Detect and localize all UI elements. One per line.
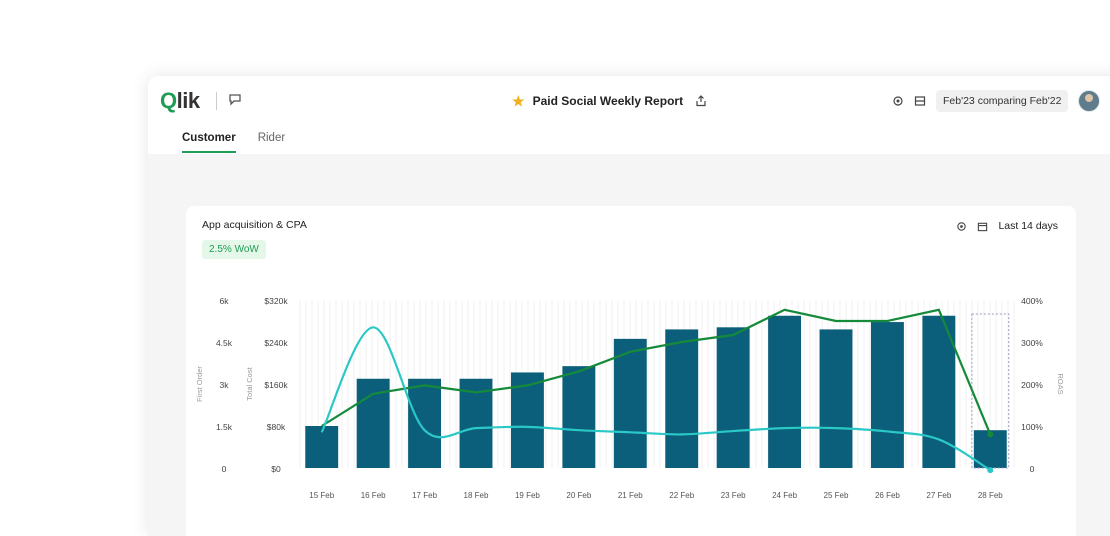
x-tick-label: 15 Feb (309, 491, 334, 500)
total-cost-tick: $320k (264, 296, 288, 306)
total-cost-tick: $240k (264, 338, 288, 348)
x-tick-label: 16 Feb (361, 491, 386, 500)
logo-rest: lik (176, 88, 200, 113)
total-cost-axis-title: Total Cost (245, 366, 254, 400)
settings-icon[interactable] (892, 95, 904, 107)
card-title: App acquisition & CPA (202, 219, 307, 231)
roas-tick: 100% (1021, 422, 1043, 432)
total-cost-tick: $0 (271, 464, 281, 474)
card-tools: Last 14 days (956, 220, 1058, 232)
bar (768, 315, 802, 468)
bar (922, 315, 956, 468)
roas-tick: 300% (1021, 338, 1043, 348)
bar (510, 372, 544, 468)
share-icon[interactable] (695, 95, 707, 107)
roas-tick: 200% (1021, 380, 1043, 390)
first-order-axis-title: First Order (195, 366, 204, 402)
bar (562, 366, 596, 468)
chat-icon[interactable] (228, 92, 242, 106)
x-tick-label: 23 Feb (721, 491, 746, 500)
tab-rider[interactable]: Rider (257, 132, 286, 144)
tab-bar: Customer Rider (182, 132, 285, 153)
x-tick-label: 28 Feb (978, 491, 1003, 500)
x-tick-label: 18 Feb (464, 491, 489, 500)
bar (305, 426, 339, 468)
x-tick-label: 21 Feb (618, 491, 643, 500)
x-tick-label: 24 Feb (772, 491, 797, 500)
x-tick-label: 17 Feb (412, 491, 437, 500)
bar (870, 322, 904, 468)
comparison-selector[interactable]: Feb'23 comparing Feb'22 (936, 90, 1069, 112)
roas-axis-title: ROAS (1056, 373, 1065, 394)
star-icon[interactable]: ★ (512, 92, 525, 109)
bar (613, 338, 647, 468)
bar (459, 378, 493, 468)
report-title-area: ★ Paid Social Weekly Report (512, 92, 707, 110)
x-tick-label: 20 Feb (566, 491, 591, 500)
right-toolbar: Feb'23 comparing Feb'22 (892, 90, 1101, 112)
user-avatar[interactable] (1078, 90, 1101, 112)
first-order-tick: 0 (222, 464, 227, 474)
acquisition-chart: 6k $320k 400% 4.5k $240k 300% 3k $160k 200% 1.5k $… (195, 296, 1065, 500)
settings-icon[interactable] (956, 221, 967, 232)
chart-card: App acquisition & CPA 2.5% WoW Last 14 d… (186, 206, 1076, 536)
report-title: Paid Social Weekly Report (532, 94, 684, 108)
x-tick-label: 26 Feb (875, 491, 900, 500)
series-line-roas (320, 326, 991, 472)
calendar-icon[interactable] (977, 221, 988, 232)
wow-badge: 2.5% WoW (202, 240, 266, 259)
date-range-label[interactable]: Last 14 days (998, 220, 1058, 232)
tab-customer[interactable]: Customer (182, 132, 236, 153)
bar (665, 329, 699, 468)
total-cost-tick: $80k (267, 422, 286, 432)
bar (716, 327, 750, 468)
x-tick-label: 25 Feb (824, 491, 849, 500)
first-order-tick: 1.5k (216, 422, 233, 432)
bar (819, 329, 853, 468)
x-tick-label: 19 Feb (515, 491, 540, 500)
top-bar: Qlik ★ Paid Social Weekly Report Feb'23 … (148, 76, 1110, 154)
first-order-tick: 6k (220, 296, 230, 306)
roas-tick: 0 (1030, 464, 1035, 474)
logo-divider (216, 92, 217, 110)
series-line-first-order (321, 308, 992, 435)
first-order-tick: 4.5k (216, 338, 233, 348)
x-tick-label: 27 Feb (926, 491, 951, 500)
line-point (987, 431, 994, 438)
app-window: Qlik ★ Paid Social Weekly Report Feb'23 … (148, 76, 1110, 536)
total-cost-tick: $160k (264, 380, 288, 390)
first-order-tick: 3k (220, 380, 230, 390)
qlik-logo[interactable]: Qlik (160, 88, 200, 113)
layout-icon[interactable] (914, 95, 926, 107)
x-tick-label: 22 Feb (669, 491, 694, 500)
bar (408, 378, 442, 468)
line-point (987, 467, 994, 474)
roas-tick: 400% (1021, 296, 1043, 306)
